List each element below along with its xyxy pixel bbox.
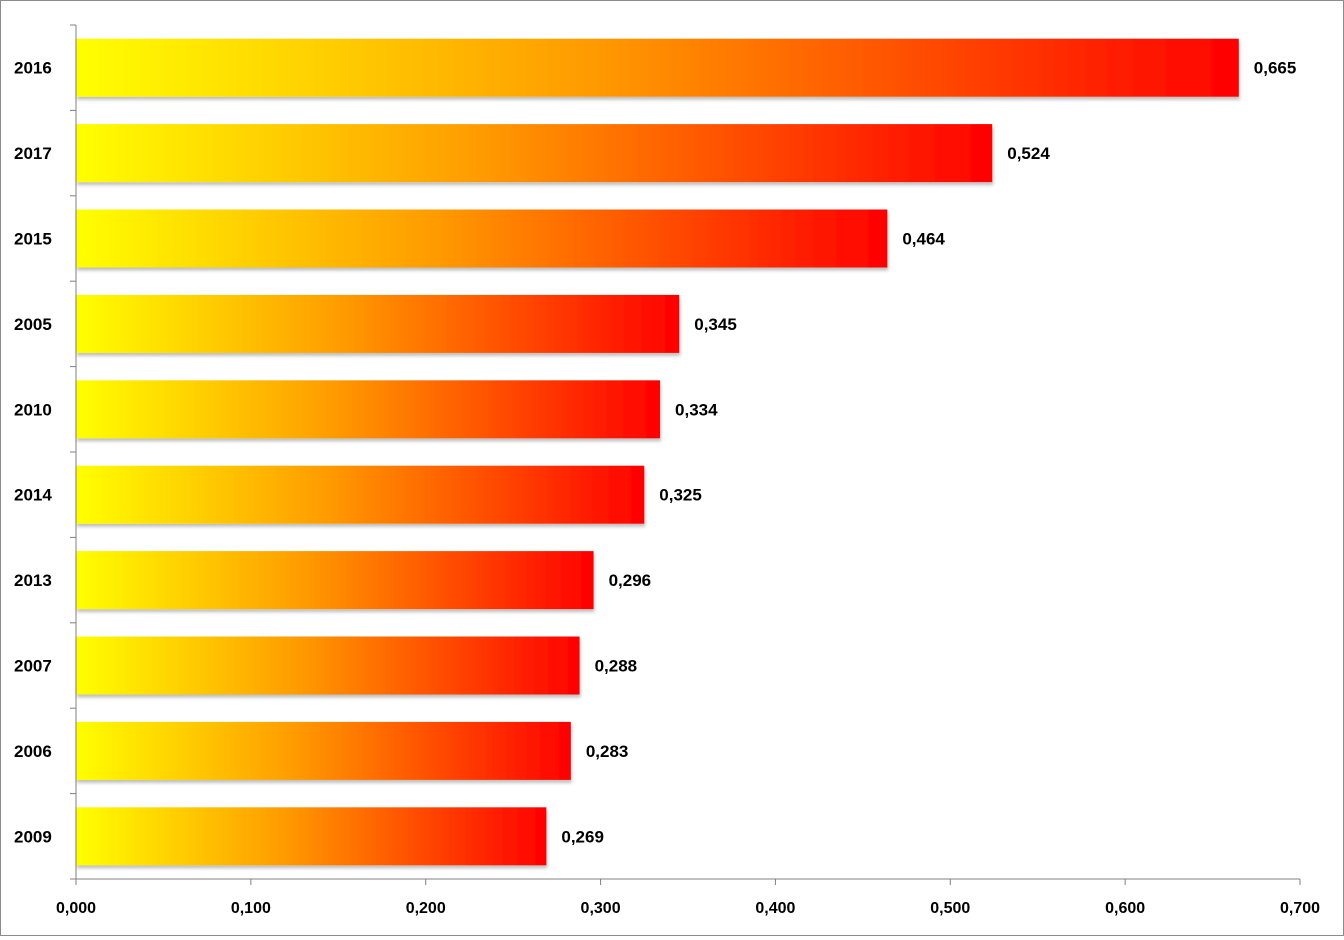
bars-layer bbox=[76, 38, 1239, 866]
data-label: 0,334 bbox=[675, 400, 718, 419]
data-label: 0,296 bbox=[609, 571, 652, 590]
bar-2016 bbox=[76, 38, 1239, 97]
x-tick-label: 0,000 bbox=[56, 900, 96, 917]
category-label: 2007 bbox=[14, 657, 52, 676]
data-label: 0,288 bbox=[595, 657, 638, 676]
x-tick-label: 0,600 bbox=[1105, 900, 1145, 917]
bar-2014 bbox=[76, 465, 645, 524]
bar-2006 bbox=[76, 721, 571, 780]
axes-layer bbox=[70, 24, 1301, 885]
bar-2015 bbox=[76, 209, 888, 268]
category-label: 2014 bbox=[14, 486, 52, 505]
bar-2017 bbox=[76, 124, 993, 183]
category-label: 2006 bbox=[14, 742, 52, 761]
category-label: 2015 bbox=[14, 230, 52, 249]
category-label: 2017 bbox=[14, 144, 52, 163]
data-label: 0,665 bbox=[1254, 59, 1297, 78]
category-label: 2005 bbox=[14, 315, 52, 334]
x-tick-label: 0,700 bbox=[1280, 900, 1320, 917]
bar-2007 bbox=[76, 636, 580, 695]
data-label: 0,283 bbox=[586, 742, 629, 761]
bar-2005 bbox=[76, 294, 680, 353]
category-label: 2016 bbox=[14, 59, 52, 78]
bar-2010 bbox=[76, 380, 661, 439]
data-label: 0,524 bbox=[1007, 144, 1050, 163]
category-label: 2010 bbox=[14, 400, 52, 419]
bar-2013 bbox=[76, 551, 594, 610]
x-tick-label: 0,100 bbox=[231, 900, 271, 917]
data-label: 0,345 bbox=[694, 315, 737, 334]
category-label: 2009 bbox=[14, 827, 52, 846]
x-tick-label: 0,400 bbox=[755, 900, 795, 917]
category-label: 2013 bbox=[14, 571, 52, 590]
labels-layer: 2016 0,665 2017 0,524 2015 0,464 2005 0,345 2010… bbox=[14, 59, 1320, 917]
x-tick-label: 0,300 bbox=[581, 900, 621, 917]
data-label: 0,325 bbox=[659, 486, 702, 505]
bar-2009 bbox=[76, 807, 547, 866]
data-label: 0,269 bbox=[561, 827, 604, 846]
x-tick-label: 0,200 bbox=[406, 900, 446, 917]
x-tick-label: 0,500 bbox=[930, 900, 970, 917]
data-label: 0,464 bbox=[902, 230, 945, 249]
